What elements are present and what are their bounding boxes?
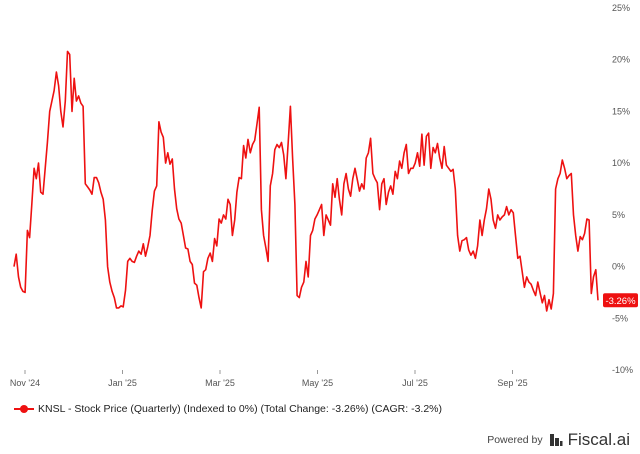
series-line-knsl xyxy=(13,50,599,312)
x-tick-label: Jul '25 xyxy=(402,378,428,388)
fiscal-ai-brand: Fiscal.ai xyxy=(567,430,630,449)
last-value-badge: -3.26% xyxy=(603,293,638,308)
y-tick-label: -10% xyxy=(612,365,633,375)
x-tick-label: Nov '24 xyxy=(10,378,40,388)
y-tick-label: 10% xyxy=(612,158,630,168)
y-tick-label: 20% xyxy=(612,55,630,65)
y-tick-label: 0% xyxy=(612,262,625,272)
last-value-badge-bg xyxy=(603,293,638,308)
x-tick-label: Mar '25 xyxy=(205,378,235,388)
y-tick-label: -5% xyxy=(612,313,628,323)
legend-series-marker xyxy=(14,404,34,414)
legend[interactable]: KNSL - Stock Price (Quarterly) (Indexed … xyxy=(14,403,442,415)
footer-attribution: Powered by Fiscal.ai xyxy=(487,430,630,450)
powered-by-text: Powered by xyxy=(487,434,543,446)
x-tick-label: Jan '25 xyxy=(108,378,137,388)
legend-series-label: KNSL - Stock Price (Quarterly) (Indexed … xyxy=(38,403,443,415)
x-tick-label: May '25 xyxy=(302,378,333,388)
y-tick-label: 5% xyxy=(612,210,625,220)
x-tick-label: Sep '25 xyxy=(497,378,527,388)
y-tick-label: 25% xyxy=(612,3,630,13)
stock-price-chart: 25% 20% 15% 10% 5% 0% -5% -10% Nov '24 Jan '25 Ma… xyxy=(10,3,638,388)
y-tick-label: 15% xyxy=(612,106,630,116)
x-axis-ticks: Nov '24 Jan '25 Mar '25 May '25 Jul '25 Sep '… xyxy=(10,370,528,388)
y-axis-ticks: 25% 20% 15% 10% 5% 0% -5% -10% xyxy=(612,3,633,375)
last-value-badge-text: -3.26% xyxy=(605,296,636,307)
fiscal-logo-icon xyxy=(549,433,563,447)
